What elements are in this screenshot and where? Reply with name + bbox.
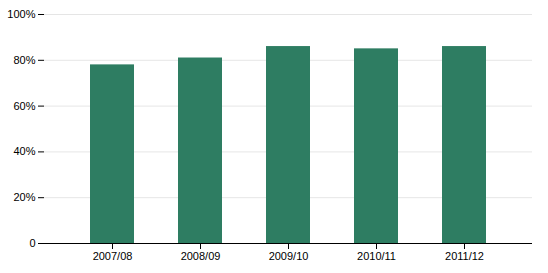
svg-text:0: 0 (29, 237, 35, 249)
svg-text:40%: 40% (13, 145, 35, 157)
svg-text:80%: 80% (13, 54, 35, 66)
svg-text:100%: 100% (7, 8, 35, 20)
svg-text:2008/09: 2008/09 (181, 250, 221, 262)
svg-text:2011/12: 2011/12 (445, 250, 484, 262)
svg-text:2010/11: 2010/11 (357, 250, 396, 262)
svg-text:2009/10: 2009/10 (269, 250, 309, 262)
svg-text:60%: 60% (13, 100, 35, 112)
svg-text:2007/08: 2007/08 (93, 250, 133, 262)
svg-text:20%: 20% (13, 191, 35, 203)
